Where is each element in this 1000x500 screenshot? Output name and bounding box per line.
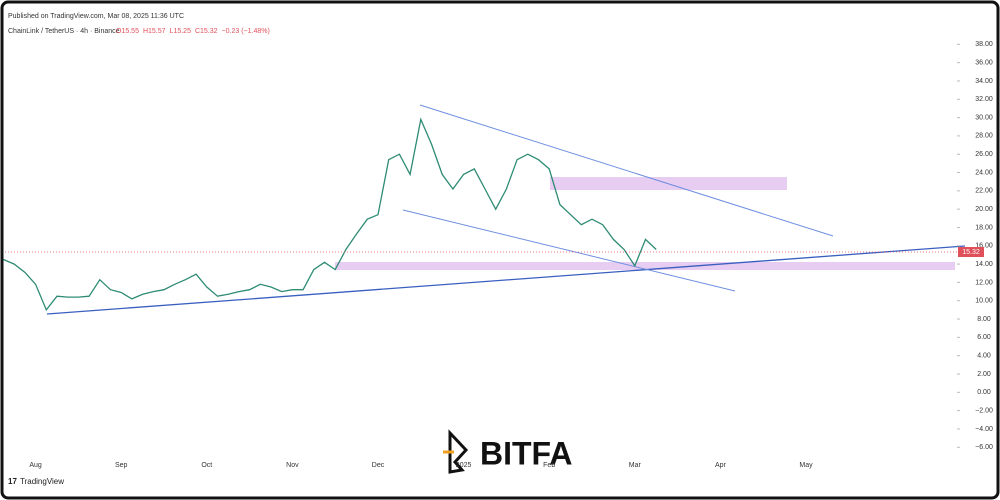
price-line bbox=[3, 117, 657, 312]
ohlc-value: H15.57 bbox=[143, 28, 166, 35]
y-tick-label: 6.00 bbox=[977, 334, 991, 341]
x-tick-label: Dec bbox=[372, 462, 385, 469]
x-tick-label: Apr bbox=[715, 462, 727, 469]
x-tick-label: Feb bbox=[543, 462, 555, 469]
y-tick-label: 0.00 bbox=[977, 389, 991, 396]
y-tick-label: 14.00 bbox=[975, 261, 993, 268]
watermark-text: BITFA bbox=[480, 435, 572, 471]
published-note: Published on TradingView.com, Mar 08, 20… bbox=[8, 13, 184, 20]
y-tick-label: 24.00 bbox=[975, 169, 993, 176]
plot bbox=[3, 117, 657, 312]
y-tick-label: 20.00 bbox=[975, 206, 993, 213]
x-tick-label: Nov bbox=[286, 462, 299, 469]
ohlc-value: −0.23 (−1.48%) bbox=[222, 28, 270, 35]
y-tick-label: 26.00 bbox=[975, 151, 993, 158]
last-price-label: 15.32 bbox=[962, 249, 980, 256]
y-tick-label: 8.00 bbox=[977, 316, 991, 323]
y-tick-label: −2.00 bbox=[975, 407, 993, 414]
logo-icon bbox=[448, 429, 469, 474]
trend-line bbox=[46, 245, 966, 315]
x-tick-label: 2025 bbox=[456, 462, 472, 469]
y-tick-label: 18.00 bbox=[975, 224, 993, 231]
y-tick-label: 28.00 bbox=[975, 133, 993, 140]
y-tick-label: −4.00 bbox=[975, 426, 993, 433]
y-tick-label: 4.00 bbox=[977, 353, 991, 360]
watermark: BITFA bbox=[443, 429, 572, 474]
x-tick-label: Mar bbox=[629, 462, 642, 469]
x-tick-label: Oct bbox=[201, 462, 212, 469]
y-tick-label: 32.00 bbox=[975, 96, 993, 103]
y-tick-label: 38.00 bbox=[975, 41, 993, 48]
y-tick-label: 30.00 bbox=[975, 114, 993, 121]
y-tick-label: 22.00 bbox=[975, 188, 993, 195]
ohlc-value: O15.55 bbox=[116, 28, 139, 35]
ohlc-value: L15.25 bbox=[170, 28, 192, 35]
trend-line bbox=[402, 209, 736, 292]
y-tick-label: 34.00 bbox=[975, 78, 993, 85]
brand: TradingView bbox=[20, 477, 64, 486]
x-tick-label: May bbox=[799, 462, 813, 469]
y-tick-label: 10.00 bbox=[975, 298, 993, 305]
brand-icon: 17 bbox=[8, 477, 17, 486]
y-tick-label: 36.00 bbox=[975, 59, 993, 66]
y-tick-label: 16.00 bbox=[975, 243, 993, 250]
symbol-title: ChainLink / TetherUS · 4h · Binance bbox=[8, 28, 120, 35]
zone bbox=[335, 262, 955, 270]
y-tick-label: 2.00 bbox=[977, 371, 991, 378]
y-tick-label: 12.00 bbox=[975, 279, 993, 286]
trend-line bbox=[419, 104, 834, 237]
x-tick-label: Sep bbox=[115, 462, 128, 469]
ohlc-value: C15.32 bbox=[195, 28, 218, 35]
y-tick-label: −6.00 bbox=[975, 444, 993, 451]
x-tick-label: Aug bbox=[29, 462, 42, 469]
last-price-tag bbox=[958, 247, 984, 258]
